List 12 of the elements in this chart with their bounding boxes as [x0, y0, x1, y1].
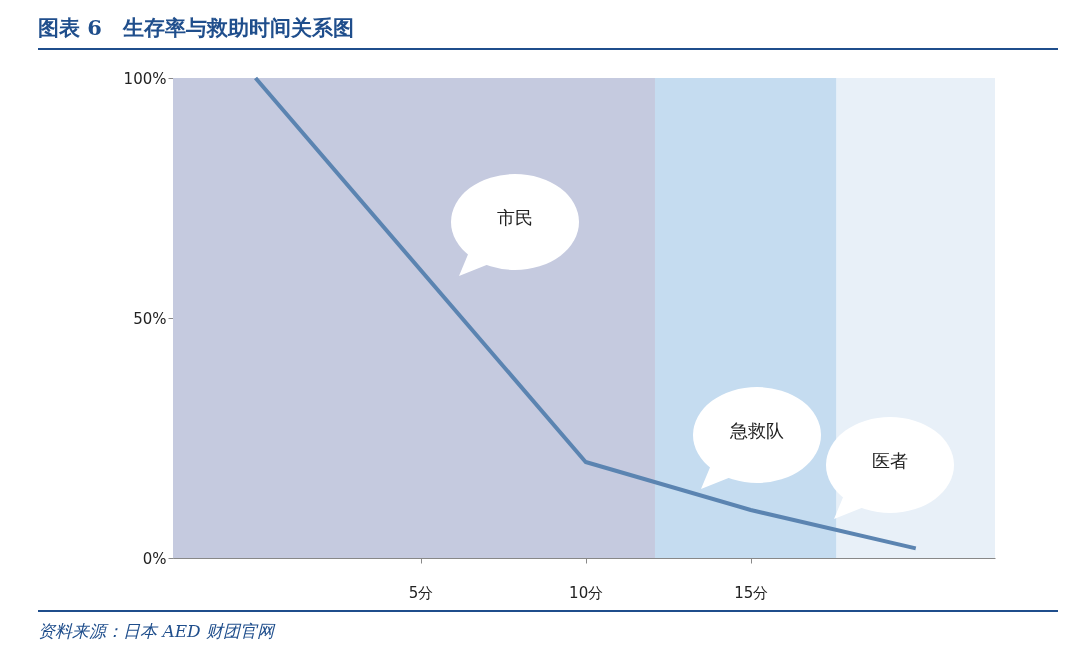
annotation: 急救队 [729, 419, 785, 443]
chart-title: 图表 6 生存率与救助时间关系图 [38, 14, 1058, 50]
y-tick-label: 100% [123, 69, 167, 88]
y-tick-label: 0% [142, 549, 167, 568]
y-tick-label: 50% [133, 309, 167, 328]
text: 资料来源：日本 AED 财团官网 [38, 610, 1058, 643]
annotation: 医者 [871, 449, 909, 473]
line-series [253, 76, 918, 551]
x-tick-label: 5分 [408, 583, 434, 602]
x-tick-label: 10分 [569, 583, 604, 602]
x-tick-label: 15分 [734, 583, 769, 602]
annotation: 市民 [496, 206, 534, 230]
